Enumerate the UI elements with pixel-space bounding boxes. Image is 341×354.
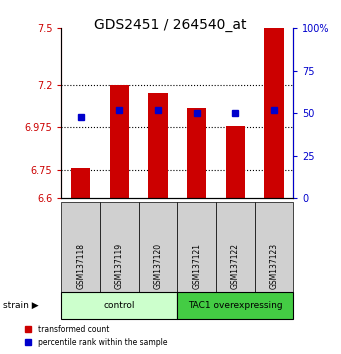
- Text: GSM137121: GSM137121: [192, 242, 201, 289]
- Text: GDS2451 / 264540_at: GDS2451 / 264540_at: [94, 18, 247, 32]
- Bar: [110, 85, 129, 198]
- Bar: [71, 168, 90, 198]
- Text: GSM137118: GSM137118: [76, 242, 85, 289]
- Text: GSM137123: GSM137123: [269, 242, 279, 289]
- Bar: [264, 28, 284, 198]
- Text: GSM137119: GSM137119: [115, 242, 124, 289]
- Bar: [148, 92, 168, 198]
- Text: GSM137120: GSM137120: [153, 242, 163, 289]
- Bar: [187, 108, 206, 198]
- Text: GSM137122: GSM137122: [231, 242, 240, 289]
- Text: control: control: [104, 301, 135, 310]
- Bar: [226, 126, 245, 198]
- Text: TAC1 overexpressing: TAC1 overexpressing: [188, 301, 283, 310]
- Text: strain ▶: strain ▶: [3, 301, 39, 310]
- Legend: transformed count, percentile rank within the sample: transformed count, percentile rank withi…: [21, 322, 170, 350]
